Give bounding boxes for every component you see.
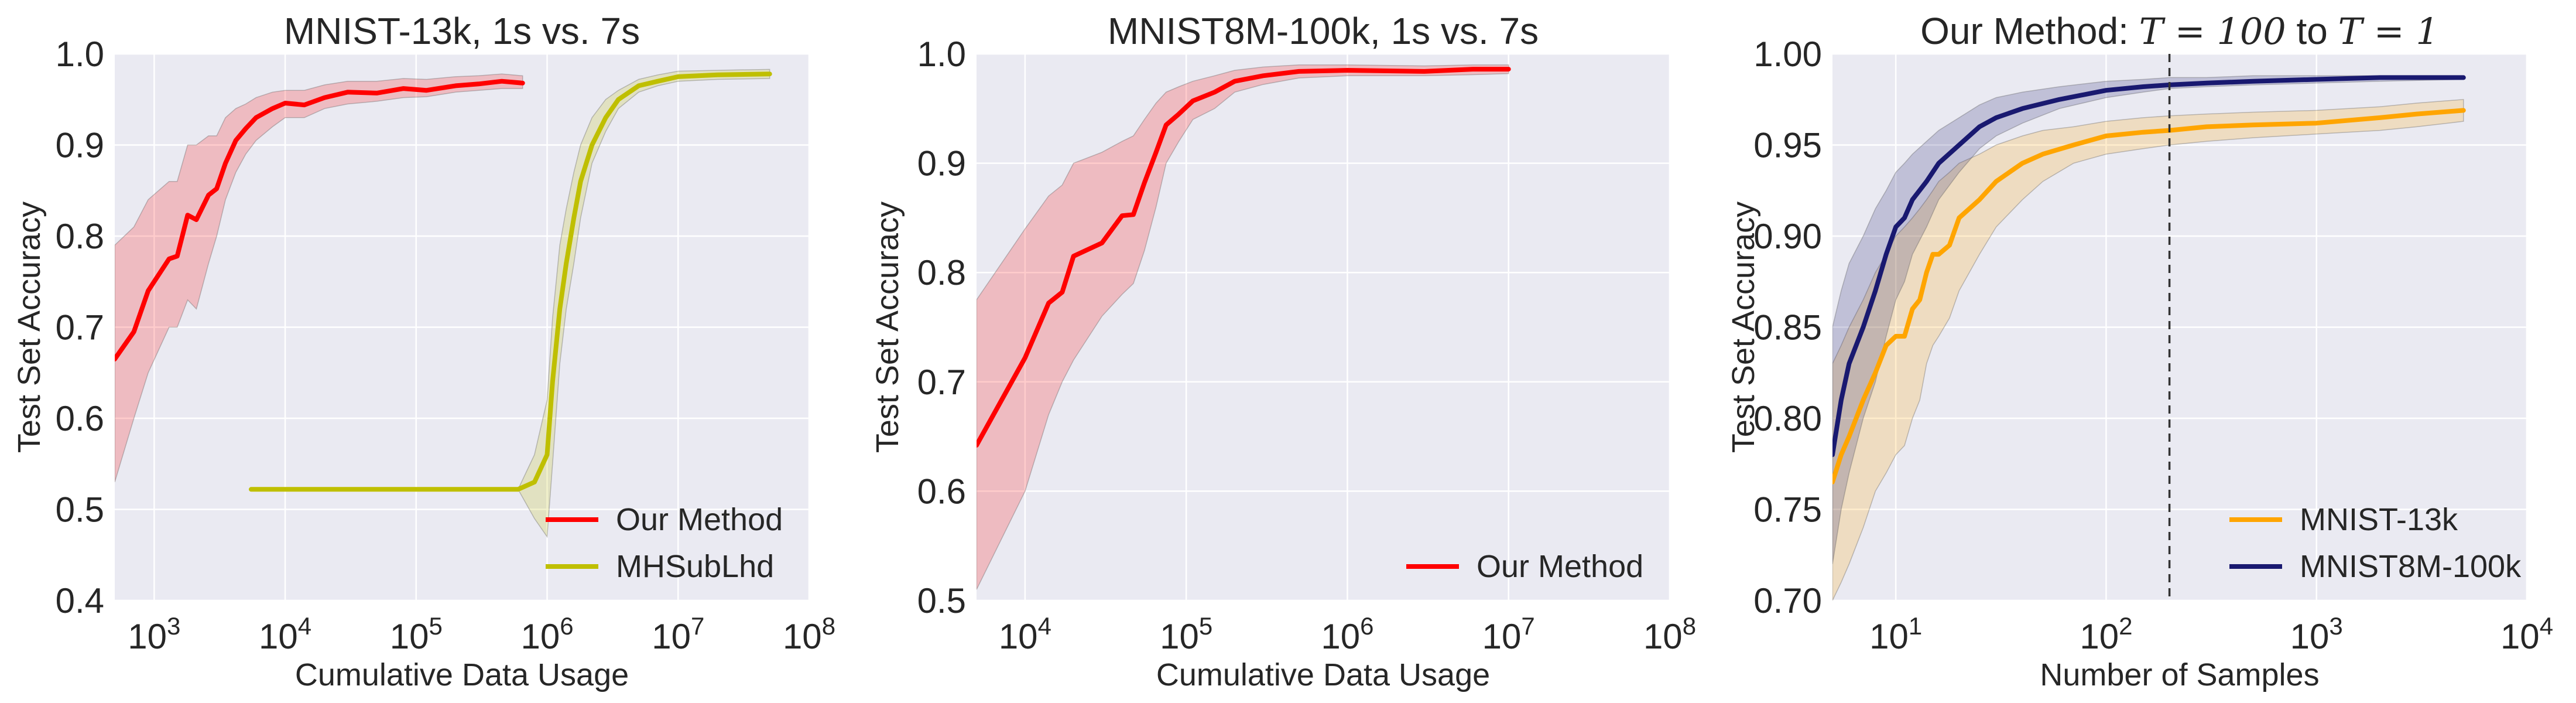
x-tick-label: 103: [128, 612, 180, 656]
chart-panel-1: 0.4 0.5 0.6 0.7 0.8 0.9 1.0 103 104 105 106 107 108 C…: [12, 10, 835, 692]
confidence-band-series-1: [1832, 98, 2464, 600]
confidence-band-series-1: [115, 73, 523, 483]
y-tick-label: 0.5: [56, 490, 104, 530]
y-tick-label: 0.5: [917, 581, 966, 620]
series-line-1: [1832, 108, 2466, 484]
y-tick-label: 1.0: [56, 35, 104, 74]
y-tick-label: 0.70: [1753, 581, 1822, 620]
y-tick-label: 0.80: [1753, 399, 1822, 438]
y-tick-label: 1.00: [1753, 35, 1822, 74]
x-tick-label: 105: [1160, 612, 1212, 656]
data-layer: [115, 69, 772, 538]
x-tick-label: 104: [2500, 612, 2553, 656]
x-tick-label: 104: [999, 612, 1051, 656]
x-tick-label: 107: [1482, 612, 1535, 656]
y-tick-label: 0.90: [1753, 217, 1822, 256]
legend-label: MNIST-13k: [2300, 502, 2458, 537]
legend: MNIST-13k MNIST8M-100k: [2229, 502, 2522, 584]
x-tick-label: 107: [652, 612, 704, 656]
x-tick-label: 102: [2080, 612, 2132, 656]
x-tick-label: 108: [1643, 612, 1696, 656]
gridlines: [977, 53, 1671, 602]
data-layer: [1832, 75, 2466, 600]
y-tick-label: 0.75: [1753, 490, 1822, 530]
x-axis-label: Cumulative Data Usage: [1156, 657, 1490, 692]
y-tick-label: 0.9: [917, 144, 966, 183]
chart-panel-2: 0.5 0.6 0.7 0.8 0.9 1.0 104 105 106 107 108 Cumulat…: [870, 10, 1696, 692]
series-line-2: [1832, 75, 2466, 458]
plot-area: [977, 54, 1670, 600]
series-line-1: [115, 79, 525, 361]
y-axis-label: Test Set Accuracy: [12, 202, 47, 453]
y-axis-label: Test Set Accuracy: [870, 202, 905, 453]
data-layer: [977, 64, 1511, 590]
chart-title: MNIST-13k, 1s vs. 7s: [284, 10, 640, 52]
x-tick-label: 105: [390, 612, 443, 656]
y-tick-label: 0.7: [917, 363, 966, 402]
y-tick-label: 0.6: [917, 472, 966, 511]
gridlines: [1832, 53, 2528, 602]
series-line-1: [977, 67, 1511, 448]
y-axis-label: Test Set Accuracy: [1726, 202, 1761, 453]
legend-label: MHSubLhd: [616, 549, 774, 584]
x-axis-label: Number of Samples: [2040, 657, 2319, 692]
legend-label: Our Method: [1477, 549, 1643, 584]
y-tick-label: 0.85: [1753, 308, 1822, 347]
y-tick-label: 0.9: [56, 126, 104, 165]
x-tick-label: 104: [259, 612, 311, 656]
x-tick-label: 106: [520, 612, 573, 656]
y-tick-label: 0.6: [56, 399, 104, 438]
x-tick-label: 103: [2290, 612, 2343, 656]
legend: Our Method MHSubLhd: [546, 502, 783, 584]
y-tick-label: 1.0: [917, 35, 966, 74]
series-line-2: [249, 71, 772, 492]
x-tick-label: 101: [1869, 612, 1922, 656]
y-tick-label: 0.7: [56, 308, 104, 347]
x-axis-label: Cumulative Data Usage: [295, 657, 629, 692]
confidence-band-series-1: [977, 64, 1509, 590]
x-tick-label: 108: [783, 612, 835, 656]
legend-label: Our Method: [616, 502, 783, 537]
x-tick-label: 106: [1321, 612, 1373, 656]
chart-panel-3: 0.70 0.75 0.80 0.85 0.90 0.95 1.00 101 102 103 104…: [1726, 10, 2553, 692]
chart-title: Our Method: T = 100 to T = 1: [1920, 10, 2439, 53]
chart-title: MNIST8M-100k, 1s vs. 7s: [1108, 10, 1539, 52]
gridlines: [115, 53, 810, 602]
y-tick-label: 0.8: [917, 253, 966, 292]
y-tick-label: 0.4: [56, 581, 104, 620]
y-tick-label: 0.95: [1753, 126, 1822, 165]
legend: Our Method: [1406, 549, 1643, 584]
y-tick-label: 0.8: [56, 217, 104, 256]
legend-label: MNIST8M-100k: [2300, 549, 2522, 584]
